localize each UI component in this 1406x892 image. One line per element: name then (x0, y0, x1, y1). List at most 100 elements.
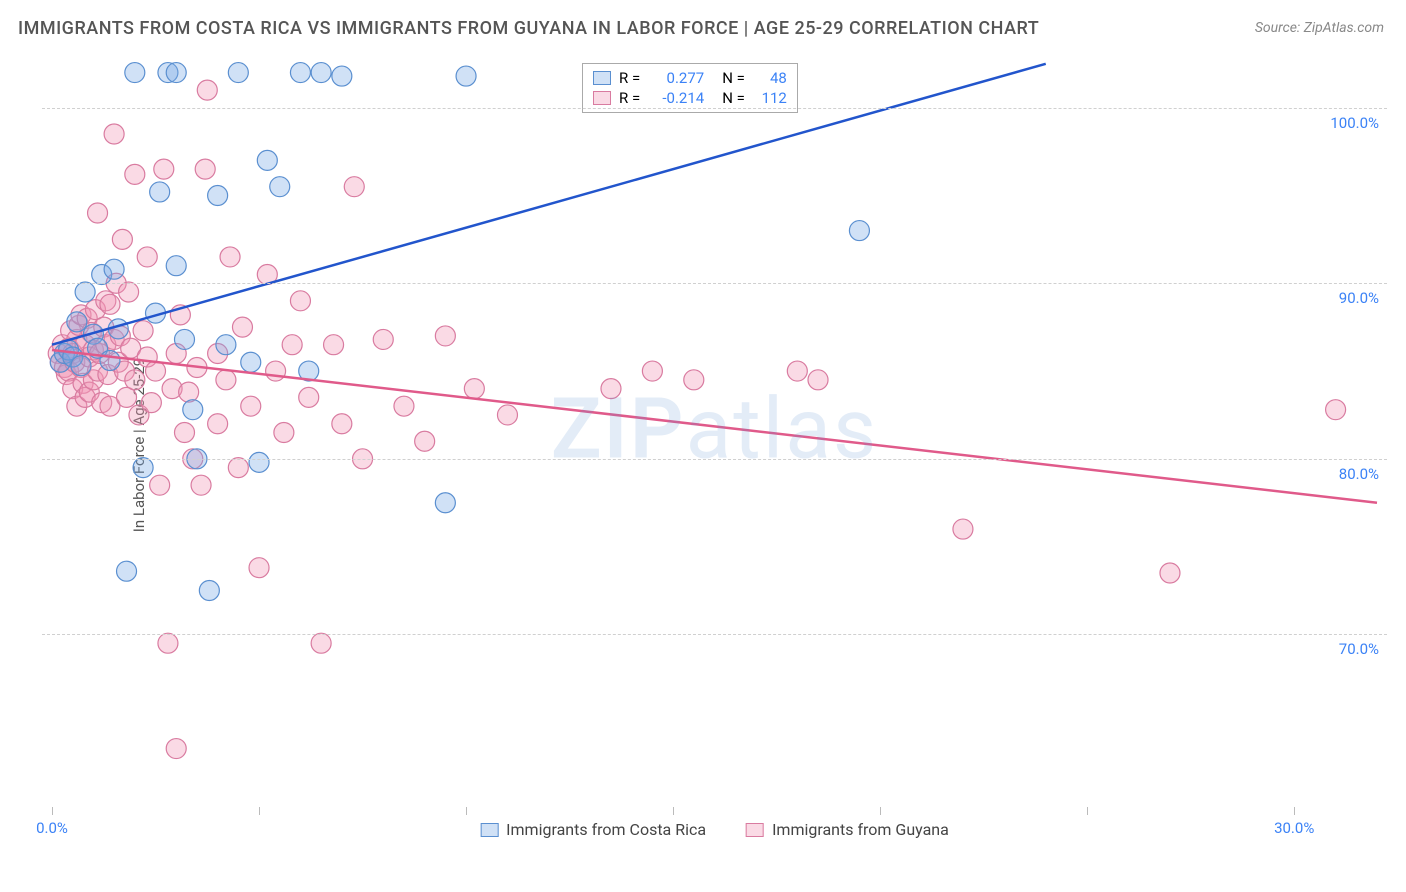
data-point (166, 63, 186, 83)
data-point (199, 581, 219, 601)
data-point (100, 294, 120, 314)
data-point (241, 352, 261, 372)
data-point (117, 561, 137, 581)
data-point (104, 259, 124, 279)
data-point (601, 379, 621, 399)
data-point (642, 361, 662, 381)
legend-r-label: R = (619, 89, 640, 107)
x-tick-label: 30.0% (1274, 819, 1314, 837)
legend-bottom-label-a: Immigrants from Costa Rica (506, 820, 706, 839)
swatch-series-b (593, 91, 611, 105)
data-point (146, 361, 166, 381)
data-point (125, 370, 145, 390)
data-point (415, 431, 435, 451)
data-point (266, 361, 286, 381)
data-point (344, 177, 364, 197)
data-point (228, 458, 248, 478)
data-point (75, 282, 95, 302)
data-point (464, 379, 484, 399)
data-point (808, 370, 828, 390)
legend-bottom-item-b: Immigrants from Guyana (746, 820, 949, 839)
data-point (290, 63, 310, 83)
y-tick-label: 80.0% (1339, 465, 1379, 483)
data-point (208, 185, 228, 205)
data-point (154, 159, 174, 179)
data-point (150, 475, 170, 495)
data-point (117, 387, 137, 407)
x-tick (1087, 807, 1088, 815)
data-point (67, 312, 87, 332)
x-tick (52, 807, 53, 815)
data-point (270, 177, 290, 197)
data-point (497, 405, 517, 425)
gridline-h (42, 108, 1387, 109)
data-point (125, 164, 145, 184)
data-point (133, 458, 153, 478)
data-point (684, 370, 704, 390)
data-point (88, 203, 108, 223)
data-point (216, 335, 236, 355)
legend-bottom: Immigrants from Costa Rica Immigrants fr… (480, 820, 949, 839)
data-point (166, 256, 186, 276)
data-point (216, 370, 236, 390)
data-point (100, 351, 120, 371)
legend-bottom-label-b: Immigrants from Guyana (772, 820, 949, 839)
scatter-plot-svg (42, 55, 1387, 835)
data-point (158, 633, 178, 653)
data-point (787, 361, 807, 381)
x-tick-label: 0.0% (36, 819, 68, 837)
data-point (373, 329, 393, 349)
swatch-series-a (480, 823, 498, 837)
data-point (112, 229, 132, 249)
x-tick (880, 807, 881, 815)
data-point (1160, 563, 1180, 583)
x-tick (466, 807, 467, 815)
data-point (119, 282, 139, 302)
data-point (394, 396, 414, 416)
data-point (332, 66, 352, 86)
data-point (456, 66, 476, 86)
data-point (299, 387, 319, 407)
data-point (104, 124, 124, 144)
data-point (183, 400, 203, 420)
data-point (435, 326, 455, 346)
gridline-h (42, 283, 1387, 284)
legend-n-label: N = (722, 69, 745, 87)
y-tick-label: 70.0% (1339, 640, 1379, 658)
data-point (257, 150, 277, 170)
data-point (249, 452, 269, 472)
data-point (220, 247, 240, 267)
data-point (311, 63, 331, 83)
x-tick (1294, 807, 1295, 815)
legend-r-value-a: 0.277 (648, 69, 704, 87)
data-point (1326, 400, 1346, 420)
legend-row-b: R = -0.214 N = 112 (593, 88, 787, 108)
data-point (324, 335, 344, 355)
legend-n-label: N = (722, 89, 745, 107)
y-tick-label: 90.0% (1339, 289, 1379, 307)
chart-area: In Labor Force | Age 25-29 ZIPatlas R = … (42, 55, 1387, 835)
data-point (191, 475, 211, 495)
data-point (232, 317, 252, 337)
data-point (241, 396, 261, 416)
data-point (249, 558, 269, 578)
data-point (166, 739, 186, 759)
data-point (125, 63, 145, 83)
data-point (849, 221, 869, 241)
data-point (141, 393, 161, 413)
legend-row-a: R = 0.277 N = 48 (593, 68, 787, 88)
data-point (290, 291, 310, 311)
data-point (175, 329, 195, 349)
data-point (197, 80, 217, 100)
x-tick (259, 807, 260, 815)
trend-line (52, 64, 1046, 345)
data-point (150, 182, 170, 202)
data-point (179, 382, 199, 402)
data-point (208, 414, 228, 434)
data-point (332, 414, 352, 434)
legend-r-label: R = (619, 69, 640, 87)
trend-line (52, 350, 1377, 503)
chart-title: IMMIGRANTS FROM COSTA RICA VS IMMIGRANTS… (18, 18, 1039, 39)
correlation-legend: R = 0.277 N = 48 R = -0.214 N = 112 (582, 63, 798, 113)
data-point (71, 356, 91, 376)
